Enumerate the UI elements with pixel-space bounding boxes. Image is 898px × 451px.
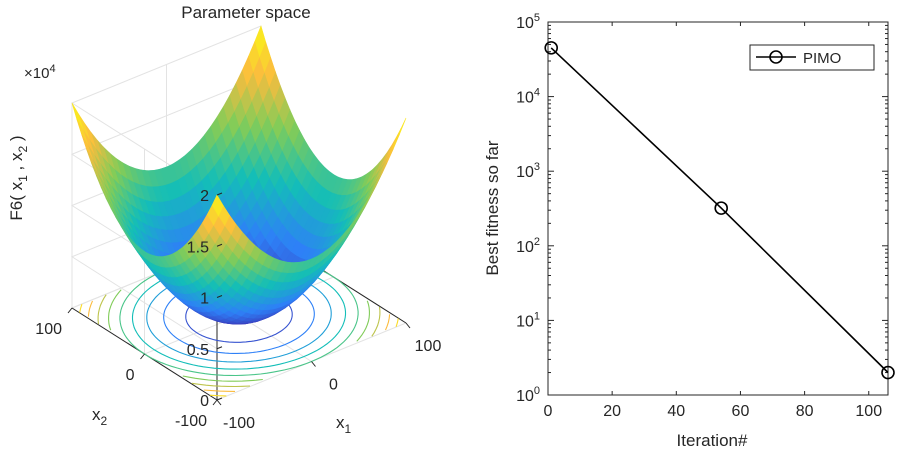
line-x-tick-label: 100 [855,403,882,420]
x-axis-label: x1 [336,413,352,436]
line-x-tick-label: 80 [796,403,814,420]
z-tick-label: 0.5 [187,342,209,359]
surface-patch [211,194,224,217]
series-marker [714,201,729,215]
surface-tick-labels: 0 0.5 1 1.5 2 -100 0 100 -100 0 100 [35,188,441,432]
z-axis-label: F6( x1 , x2 ) [7,135,30,220]
y-axis-label-main: x [92,405,101,424]
line-x-tick-label: 60 [732,403,750,420]
z-multiplier-exp: 4 [49,63,55,75]
line-y-tick-label: 105 [516,12,540,32]
z-axis-label-sub2: 2 [16,145,30,152]
surface-plot: Parameter space 0 0.5 1 1.5 2 -100 0 100 -100 0 10… [7,3,441,436]
line-ticks: 0 20 40 60 80 100 100 101 102 103 104 105 [516,12,888,420]
y-tick-label: 100 [35,321,62,338]
z-axis-label-sub1: 1 [16,175,30,182]
surface-title: Parameter space [181,3,310,22]
line-y-tick-label: 102 [516,236,540,256]
x-axis-label-sub: 1 [345,422,352,436]
convergence-plot: 0 20 40 60 80 100 100 101 102 103 104 105 PIMO Best… [483,12,895,450]
line-y-tick-label: 101 [516,310,540,330]
series-line [550,47,889,374]
y-tick-label: -100 [175,413,207,430]
z-tick-label: 1 [200,291,209,308]
legend-marker [769,50,783,64]
z-axis-label-end: ) [7,135,26,145]
series-pimo [544,41,895,380]
x-tick-label: 100 [415,338,442,355]
series-marker [881,365,895,380]
z-multiplier: ×104 [24,63,56,82]
line-x-tick-label: 0 [544,403,553,420]
line-y-tick-label: 104 [516,87,540,107]
line-y-axis-label: Best fitness so far [483,140,502,275]
line-y-tick-label: 103 [516,161,540,181]
legend: PIMO [749,44,875,71]
y-axis-label-sub: 2 [101,414,108,428]
line-y-tick-label: 100 [516,385,540,405]
surface-mesh [71,25,407,325]
line-x-tick-label: 20 [603,403,621,420]
y-axis-label: x2 [92,405,108,428]
series-marker [544,41,559,55]
z-tick-label: 2 [200,188,209,205]
y-tick-label: 0 [126,367,135,384]
z-multiplier-base: ×10 [24,65,49,82]
z-axis-label-sep: , x [7,152,26,175]
line-x-tick-label: 40 [667,403,685,420]
z-tick-label: 1.5 [187,239,209,256]
legend-label: PIMO [803,50,841,67]
plot-area [547,21,889,396]
x-tick-label: 0 [329,377,338,394]
x-tick-label: -100 [223,415,255,432]
z-axis-label-main: F6( x [7,181,26,220]
line-x-axis-label: Iteration# [677,431,748,450]
z-tick-label: 0 [200,393,209,410]
x-axis-label-main: x [336,413,345,432]
